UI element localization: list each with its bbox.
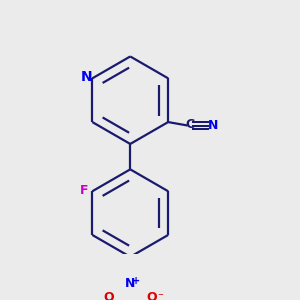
Text: C: C — [185, 118, 194, 131]
Text: N: N — [208, 119, 219, 132]
Text: O: O — [147, 291, 158, 300]
Text: N: N — [125, 277, 135, 290]
Text: N: N — [80, 70, 92, 84]
Text: +: + — [132, 276, 140, 286]
Text: F: F — [80, 184, 89, 197]
Text: ⁻: ⁻ — [158, 292, 164, 300]
Text: O: O — [103, 291, 114, 300]
